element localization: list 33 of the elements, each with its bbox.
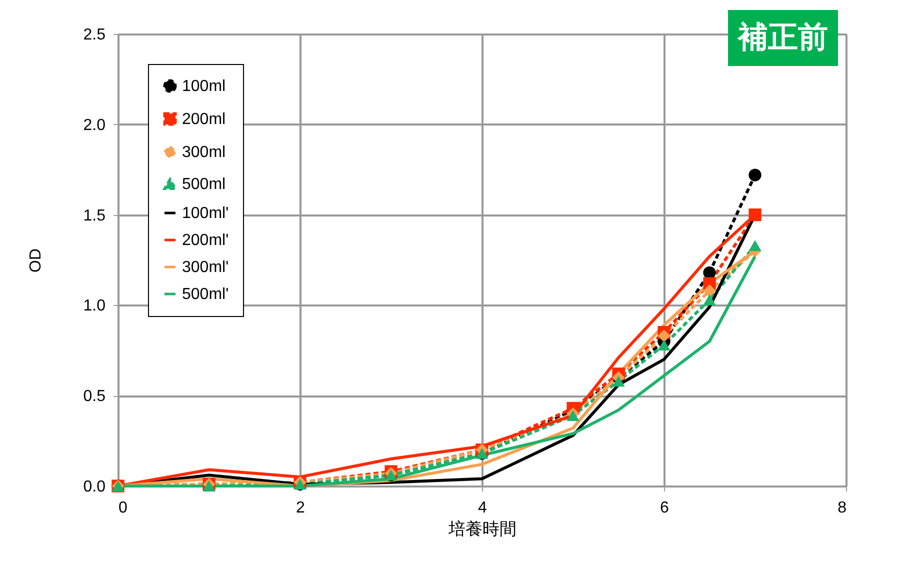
x-axis-title: 培養時間 <box>448 520 516 538</box>
y-tick-label: 1.5 <box>83 207 106 224</box>
x-tick-label: 8 <box>838 500 847 516</box>
x-tick-label: 2 <box>296 500 306 516</box>
point <box>612 376 625 387</box>
legend-label: 300ml' <box>182 259 229 276</box>
y-tick-label: 2.5 <box>83 26 106 44</box>
x-tick-label: 0 <box>118 500 128 516</box>
annotation: 補正前 <box>737 21 828 54</box>
x-tick-label: 6 <box>660 500 670 516</box>
y-tick-label: 0.0 <box>83 478 106 496</box>
point <box>748 168 762 182</box>
point <box>202 480 216 492</box>
point <box>658 330 670 342</box>
point <box>566 410 580 421</box>
legend-label: 100ml <box>182 78 226 95</box>
point <box>703 266 716 279</box>
y-tick-label: 0.5 <box>83 388 106 406</box>
y-tick-label: 2.0 <box>83 116 106 134</box>
point <box>703 294 716 306</box>
x-tick-label: 4 <box>478 500 488 516</box>
y-axis-title: OD <box>27 248 44 272</box>
legend-label: 500ml' <box>182 286 229 303</box>
legend-label: 100ml' <box>182 205 229 222</box>
legend-label: 300ml <box>182 144 226 161</box>
legend-label: 200ml <box>182 111 226 128</box>
point <box>658 340 670 350</box>
point <box>703 284 716 298</box>
point <box>748 208 762 222</box>
legend-label: 200ml' <box>182 232 229 249</box>
y-tick-label: 1.0 <box>83 298 106 315</box>
legend-label: 500ml <box>182 176 226 193</box>
point <box>748 240 762 252</box>
